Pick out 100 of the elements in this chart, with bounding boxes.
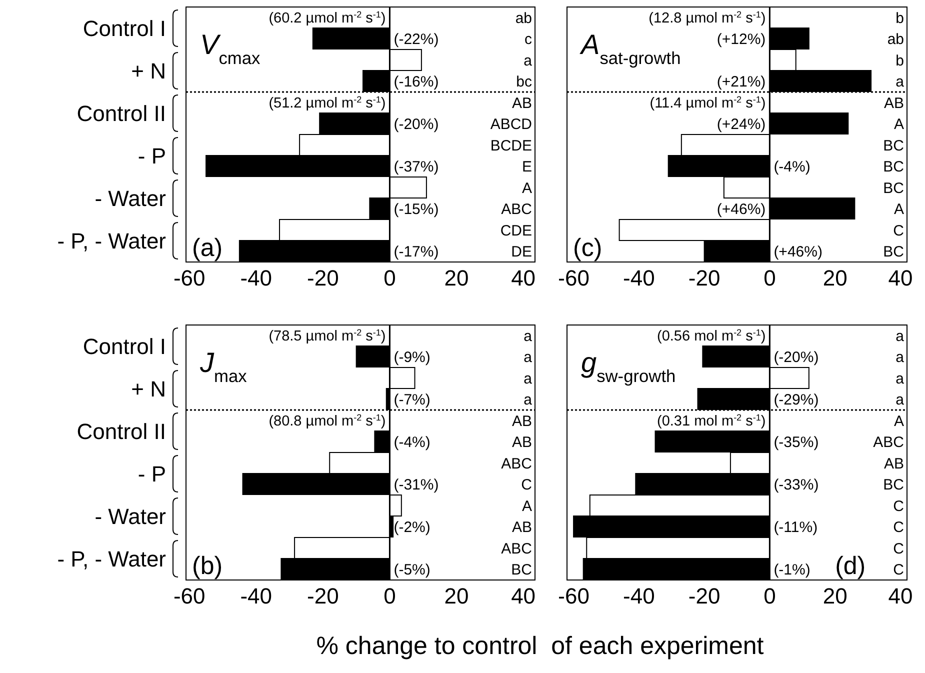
annotation: (-20%) (774, 348, 819, 366)
annotation: a (524, 392, 533, 409)
annotation: A (894, 116, 904, 134)
annotation: C (893, 540, 904, 558)
annotation: a (896, 370, 905, 388)
annotation: (0.56 mol m$^{-2}$ s$^{-1}$) (657, 328, 766, 345)
annotation: (-37%) (394, 158, 439, 176)
annotation: A (894, 201, 904, 218)
annotation: (+21%) (716, 73, 766, 90)
y-tick-label: Control II (76, 100, 166, 126)
y-tick-label: + N (131, 376, 166, 402)
annotation: (-7%) (394, 391, 430, 408)
x-tick-label: 40 (511, 584, 536, 609)
annotation: (-5%) (394, 561, 430, 578)
text: V$_{cmax}$ (200, 28, 260, 68)
annotation: (-1%) (774, 561, 810, 578)
annotation: a (896, 392, 905, 409)
x-tick-label: 0 (384, 584, 396, 609)
annotation: (+12%) (716, 30, 766, 48)
annotation: (+46%) (774, 243, 822, 260)
annotation: C (893, 498, 904, 515)
x-tick-label: -20 (307, 584, 339, 609)
x-tick-label: -20 (307, 266, 339, 291)
x-tick-label: 0 (764, 266, 776, 291)
annotation: a (896, 328, 905, 345)
y-tick-label: Control I (82, 334, 166, 359)
annotation: a (524, 370, 533, 388)
annotation: ABC (501, 540, 532, 558)
x-tick-label: -20 (688, 266, 720, 291)
annotation: a (524, 328, 533, 345)
annotation: (-4%) (774, 158, 810, 176)
annotation: b (896, 10, 904, 27)
annotation: DE (511, 244, 532, 261)
annotation: CDE (500, 222, 532, 240)
annotation: BC (511, 562, 532, 579)
annotation: ABC (501, 201, 532, 218)
annotation: (-15%) (394, 200, 439, 218)
annotation: BC (883, 158, 904, 176)
y-tick-label: - Water (94, 504, 166, 529)
x-tick-label: 20 (444, 266, 469, 291)
annotation: A (894, 412, 904, 430)
annotation: C (893, 222, 904, 240)
annotation: (-22%) (394, 30, 439, 48)
x-tick-label: 40 (888, 266, 913, 291)
annotation: (-35%) (774, 434, 819, 451)
y-tick-label: + N (131, 58, 166, 84)
x-tick-label: 40 (511, 266, 536, 291)
annotation: (80.8 µmol m$^{-2}$ s$^{-1}$) (268, 412, 386, 430)
annotation: A (522, 180, 532, 197)
y-tick-label: Control I (82, 16, 166, 41)
annotation: AB (884, 94, 904, 112)
x-tick-label: -20 (688, 584, 720, 609)
annotation: BC (883, 137, 904, 154)
annotation: A (522, 498, 532, 515)
annotation: a (896, 349, 905, 366)
annotation: AB (884, 455, 904, 472)
x-tick-label: 0 (764, 584, 776, 609)
annotation: (11.4 µmol m$^{-2}$ s$^{-1}$) (650, 94, 766, 112)
annotation: (d) (835, 552, 866, 580)
annotation: C (893, 562, 904, 579)
annotation: bc (516, 74, 532, 91)
annotation: (+24%) (716, 116, 766, 133)
y-tick-label: - P (138, 143, 166, 168)
annotation: (b) (192, 552, 223, 580)
y-tick-label: - P, - Water (57, 546, 166, 572)
annotation: BC (883, 244, 904, 261)
annotation: AB (512, 434, 532, 452)
annotation: ABCD (490, 116, 532, 134)
x-tick-label: -40 (240, 266, 272, 291)
annotation: (-29%) (774, 391, 819, 408)
annotation: C (521, 476, 532, 494)
annotation: (-20%) (394, 116, 439, 133)
x-axis-title: % change to control of each experiment (316, 632, 764, 661)
annotation: (c) (573, 234, 602, 262)
annotation: (60.2 µmol m$^{-2}$ s$^{-1}$) (268, 10, 386, 27)
y-tick-label: Control II (76, 418, 166, 444)
annotation: C (893, 519, 904, 536)
annotation: AB (512, 519, 532, 536)
annotation: AB (512, 412, 532, 430)
x-tick-label: -60 (173, 266, 206, 291)
annotation: ABC (501, 455, 532, 472)
annotation: E (522, 158, 532, 176)
annotation: AB (512, 94, 532, 112)
y-tick-label: - Water (94, 186, 166, 211)
x-tick-label: -40 (240, 584, 272, 609)
x-tick-label: -60 (558, 584, 590, 609)
y-tick-label: - P (138, 461, 166, 486)
annotation: (78.5 µmol m$^{-2}$ s$^{-1}$) (268, 328, 386, 345)
annotation: a (896, 74, 905, 91)
x-tick-label: -40 (623, 266, 655, 291)
annotation: (a) (192, 234, 223, 262)
annotation: ab (515, 10, 532, 27)
annotation: ABC (873, 434, 904, 452)
annotation: (12.8 µmol m$^{-2}$ s$^{-1}$) (648, 10, 766, 27)
annotation: (0.31 mol m$^{-2}$ s$^{-1}$) (657, 412, 766, 430)
annotation: (-33%) (774, 476, 819, 494)
text: J$_{max}$ (199, 346, 248, 386)
x-tick-label: 20 (822, 266, 848, 291)
annotation: ab (887, 31, 904, 48)
annotation: b (896, 52, 904, 70)
